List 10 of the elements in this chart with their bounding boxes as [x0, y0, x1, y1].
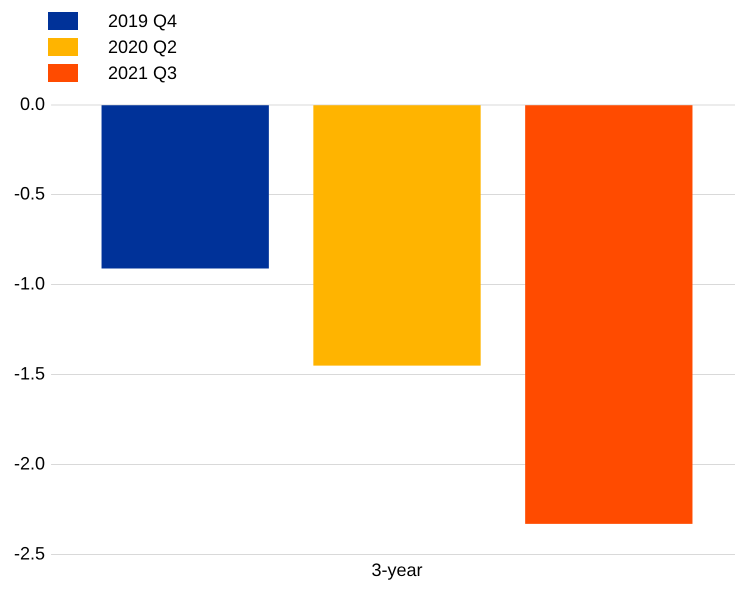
- y-tick-label: -1.0: [14, 274, 46, 294]
- x-tick-label: 3-year: [371, 560, 423, 580]
- y-tick-label: -1.5: [14, 364, 46, 384]
- y-tick-label: -0.5: [14, 184, 46, 204]
- y-tick-label: 0.0: [20, 94, 46, 114]
- legend-label: 2019 Q4: [108, 10, 178, 32]
- y-tick-label: -2.5: [14, 543, 46, 564]
- legend-label: 2020 Q2: [108, 36, 178, 58]
- legend-label: 2021 Q3: [108, 62, 178, 84]
- y-tick-label: -2.0: [14, 453, 46, 474]
